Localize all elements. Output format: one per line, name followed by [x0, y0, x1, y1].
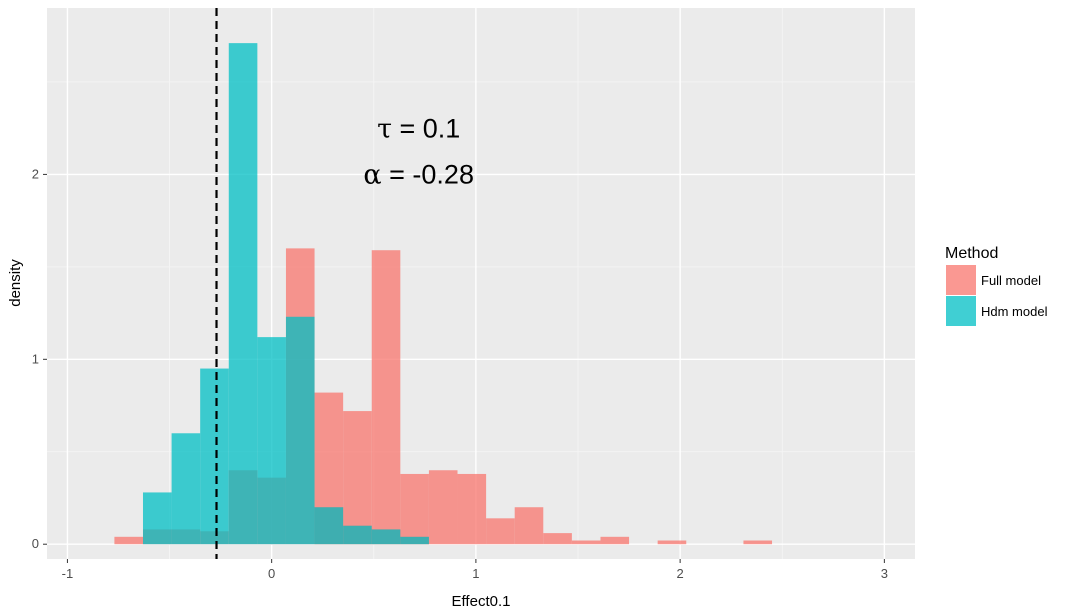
x-tick-label: 2 [677, 566, 684, 581]
bar-hdm-model [200, 368, 229, 545]
annotation-value: = 0.1 [392, 113, 460, 143]
bar-full-model [457, 473, 487, 545]
bar-full-model [343, 411, 372, 545]
annotations: τ = 0.1 α = -0.28 [363, 113, 474, 190]
legend-swatch-full-model [946, 265, 976, 295]
bar-full-model [743, 540, 773, 545]
legend-swatch-hdm-model [946, 296, 976, 326]
bar-full-model [371, 250, 401, 545]
bar-hdm-model [257, 337, 286, 545]
bar-full-model [657, 540, 687, 545]
bar-hdm-model [314, 507, 344, 545]
bar-hdm-model [400, 536, 429, 545]
bar-full-model [428, 470, 458, 545]
y-axis-ticks: 0 1 2 [32, 166, 47, 551]
y-tick-label: 0 [32, 536, 39, 551]
x-axis-ticks: -1 0 1 2 3 [62, 559, 888, 581]
bar-full-model [114, 536, 143, 545]
bar-hdm-model [171, 433, 201, 545]
annotation-label: α = -0.28 [363, 160, 474, 191]
bar-full-model [400, 473, 429, 545]
legend-title: Method [945, 245, 998, 262]
annotation-value: = -0.28 [382, 160, 474, 190]
y-axis-title: density [7, 259, 24, 307]
annotation-label: τ = 0.1 [377, 113, 460, 144]
legend: Method Full model Hdm model [945, 245, 1048, 326]
annotation-symbol: τ [377, 113, 392, 144]
bar-full-model [486, 518, 515, 545]
y-tick-label: 2 [32, 166, 39, 181]
x-tick-label: 3 [881, 566, 888, 581]
bar-hdm-model [142, 492, 172, 545]
bar-full-model [571, 540, 601, 545]
bar-full-model [543, 533, 572, 545]
bar-hdm-model [228, 43, 258, 545]
legend-label-hdm-model: Hdm model [981, 304, 1048, 319]
bar-full-model [514, 507, 544, 545]
x-tick-label: 0 [268, 566, 275, 581]
x-tick-label: 1 [472, 566, 479, 581]
bar-hdm-model [343, 525, 372, 545]
histogram-bars [114, 43, 773, 545]
bar-full-model [600, 536, 630, 545]
x-axis-title: Effect0.1 [452, 593, 511, 610]
legend-label-full-model: Full model [981, 273, 1041, 288]
bar-hdm-model [371, 529, 401, 545]
annotation-symbol: α [363, 160, 381, 191]
y-tick-label: 1 [32, 351, 39, 366]
bar-hdm-model [285, 316, 315, 545]
major-gridlines [47, 8, 915, 559]
x-tick-label: -1 [62, 566, 74, 581]
